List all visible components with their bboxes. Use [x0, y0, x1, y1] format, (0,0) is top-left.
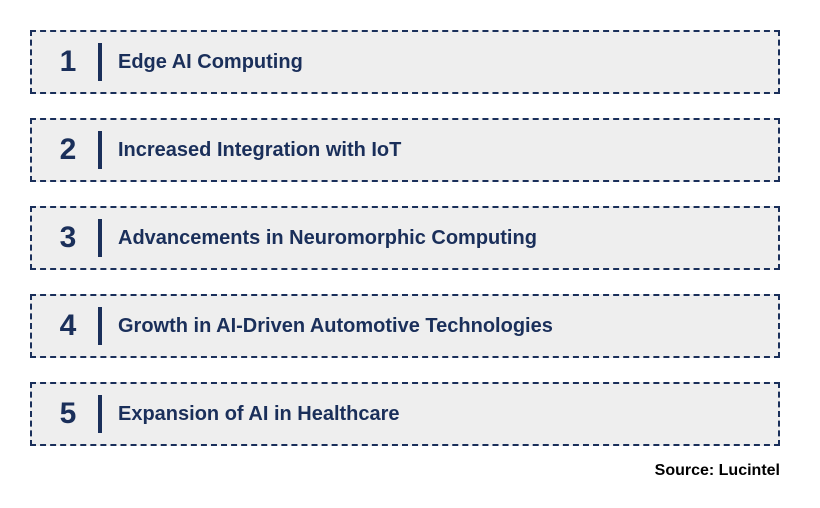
source-text: Source: Lucintel — [30, 462, 780, 480]
item-label: Growth in AI-Driven Automotive Technolog… — [118, 315, 553, 338]
item-divider — [98, 219, 102, 257]
item-label: Increased Integration with IoT — [118, 139, 401, 162]
item-divider — [98, 307, 102, 345]
numbered-list-container: 1 Edge AI Computing 2 Increased Integrat… — [30, 30, 780, 446]
item-label: Expansion of AI in Healthcare — [118, 403, 400, 426]
list-item: 2 Increased Integration with IoT — [30, 118, 780, 182]
list-item: 5 Expansion of AI in Healthcare — [30, 382, 780, 446]
item-number: 2 — [48, 133, 88, 167]
list-item: 3 Advancements in Neuromorphic Computing — [30, 206, 780, 270]
item-divider — [98, 395, 102, 433]
item-divider — [98, 131, 102, 169]
list-item: 1 Edge AI Computing — [30, 30, 780, 94]
item-label: Advancements in Neuromorphic Computing — [118, 227, 537, 250]
item-number: 1 — [48, 45, 88, 79]
item-number: 5 — [48, 397, 88, 431]
item-number: 4 — [48, 309, 88, 343]
item-divider — [98, 43, 102, 81]
item-number: 3 — [48, 221, 88, 255]
list-item: 4 Growth in AI-Driven Automotive Technol… — [30, 294, 780, 358]
item-label: Edge AI Computing — [118, 51, 303, 74]
